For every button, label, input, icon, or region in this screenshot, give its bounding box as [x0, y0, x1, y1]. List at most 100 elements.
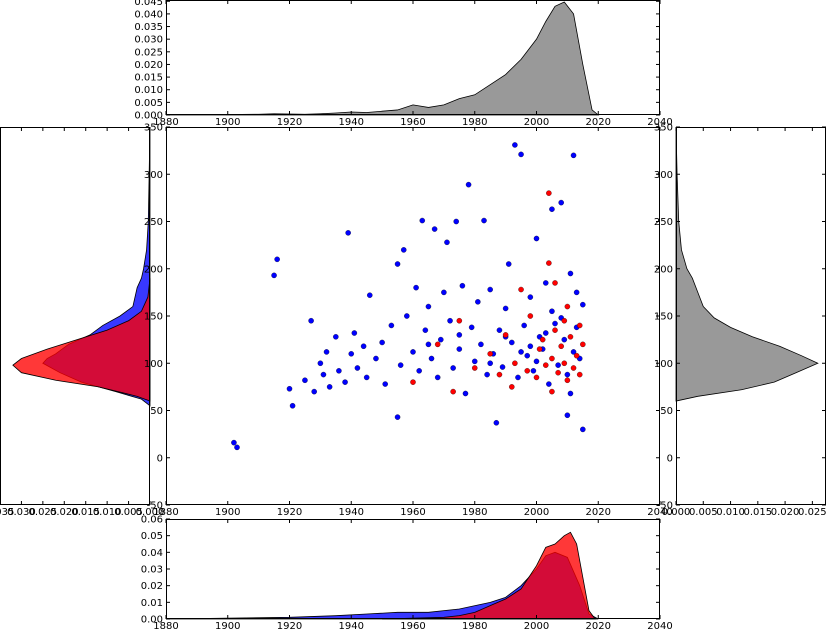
x-tick-label: 1880 — [153, 117, 178, 128]
point — [422, 327, 429, 333]
point — [530, 368, 537, 374]
point — [456, 346, 463, 352]
point — [561, 360, 568, 366]
y-tick-label: 0.06 — [141, 515, 163, 526]
point — [453, 218, 459, 225]
x-tick-label: 2000 — [524, 117, 549, 128]
point — [400, 247, 407, 253]
x-tick-label: 1880 — [153, 621, 178, 631]
point — [543, 362, 549, 368]
point — [524, 352, 530, 359]
point — [425, 303, 432, 310]
x-tick-label: 1960 — [400, 507, 425, 518]
point — [570, 365, 577, 371]
point — [561, 317, 568, 324]
y-tick-label: 0.015 — [134, 73, 163, 84]
point — [394, 414, 401, 420]
x-tick-label: 2020 — [586, 507, 611, 518]
point — [518, 151, 524, 158]
point — [533, 235, 540, 242]
point — [450, 388, 456, 395]
density-area — [675, 126, 819, 402]
y-tick-label: 0.020 — [134, 60, 163, 71]
y-tick-label: -50 — [657, 501, 673, 512]
point — [394, 261, 401, 267]
point — [434, 374, 441, 381]
point — [471, 365, 478, 371]
point — [468, 324, 475, 331]
y-tick-label: 0.02 — [141, 581, 163, 592]
point — [447, 317, 453, 324]
point — [546, 381, 552, 387]
point — [456, 332, 463, 338]
point — [552, 320, 558, 327]
point — [518, 286, 524, 293]
x-tick-label: 2020 — [586, 117, 611, 128]
point — [410, 349, 416, 355]
point — [512, 360, 518, 366]
point — [462, 390, 469, 397]
x-tick-label: 1960 — [400, 117, 425, 128]
point — [348, 351, 354, 357]
point — [496, 327, 503, 333]
y-tick-label: 0 — [667, 453, 673, 464]
y-tick-label: 50 — [150, 406, 163, 417]
y-tick-label: 100 — [654, 359, 673, 370]
x-tick-label: 0.015 — [743, 507, 772, 518]
point — [382, 381, 388, 387]
point — [311, 388, 317, 395]
x-tick-label: 1980 — [462, 507, 487, 518]
x-tick-label: 0.000 — [662, 507, 691, 518]
x-tick-label: 1980 — [462, 117, 487, 128]
point — [286, 386, 293, 392]
x-tick-label: 1940 — [339, 117, 364, 128]
point — [549, 355, 555, 362]
x-tick-label: 2020 — [586, 621, 611, 631]
point — [580, 426, 586, 433]
x-tick-label: 1920 — [277, 621, 302, 631]
point — [502, 305, 509, 312]
point — [444, 239, 450, 246]
x-tick-label: 2040 — [647, 621, 672, 631]
y-tick-label: 150 — [654, 312, 673, 323]
point — [509, 339, 515, 346]
x-tick-label: 2040 — [647, 507, 672, 518]
density-area — [382, 531, 596, 620]
point — [487, 286, 493, 293]
point — [552, 280, 558, 286]
point — [573, 352, 580, 359]
point — [570, 152, 577, 159]
point — [499, 364, 506, 370]
point — [539, 336, 546, 343]
point — [456, 317, 463, 324]
point — [487, 351, 493, 357]
x-tick-label: 1980 — [462, 621, 487, 631]
y-tick-label: 50 — [660, 406, 673, 417]
y-tick-label: 350 — [654, 123, 673, 134]
point — [388, 322, 395, 329]
y-tick-label: 300 — [144, 170, 163, 181]
point — [397, 362, 404, 368]
y-tick-label: 0.05 — [141, 531, 163, 542]
point — [234, 444, 240, 451]
point — [484, 371, 490, 378]
point — [564, 377, 571, 384]
point — [567, 390, 574, 397]
y-tick-label: 0.005 — [134, 98, 163, 109]
point — [342, 379, 348, 385]
x-tick-label: 0.035 — [0, 507, 14, 518]
point — [567, 270, 574, 277]
point — [320, 371, 327, 378]
point — [549, 308, 555, 315]
point — [354, 365, 361, 371]
point — [518, 349, 524, 355]
y-tick-label: 0.00 — [141, 615, 163, 626]
point — [527, 313, 534, 319]
point — [363, 374, 370, 381]
point — [271, 272, 277, 279]
x-tick-label: 0.000 — [136, 507, 165, 518]
point — [478, 341, 484, 348]
x-tick-label: 2000 — [524, 621, 549, 631]
